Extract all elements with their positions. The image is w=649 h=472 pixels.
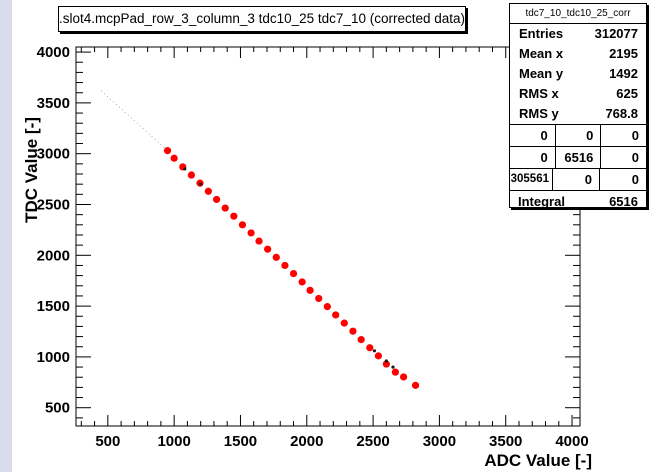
x-tick-label: 3500 bbox=[489, 433, 522, 450]
dense-point bbox=[199, 182, 203, 186]
data-point bbox=[289, 269, 298, 278]
dense-point bbox=[384, 359, 388, 363]
data-point bbox=[374, 352, 382, 360]
x-tick-label: 4000 bbox=[555, 433, 588, 450]
y-tick-label: 4000 bbox=[37, 44, 70, 61]
overflow-cell: 0 bbox=[540, 150, 548, 165]
stats-row: RMS y 768.8 bbox=[510, 104, 646, 124]
faint-trend bbox=[100, 90, 168, 151]
data-point bbox=[264, 245, 272, 253]
stats-row: Mean y 1492 bbox=[510, 64, 646, 84]
overflow-cell: 0 bbox=[600, 147, 646, 168]
faint-trend-line bbox=[100, 90, 168, 151]
overflow-cell: 0 bbox=[540, 128, 548, 143]
data-point bbox=[238, 221, 247, 229]
data-point bbox=[382, 360, 390, 368]
dense-point bbox=[183, 167, 187, 171]
stats-value: 1492 bbox=[609, 66, 638, 81]
y-tick-label: 500 bbox=[45, 400, 70, 417]
stats-value: 768.8 bbox=[605, 106, 638, 121]
data-point bbox=[349, 327, 357, 335]
overflow-cell: 0 bbox=[552, 169, 599, 190]
data-point bbox=[306, 286, 314, 294]
stats-row: RMS x 625 bbox=[510, 84, 646, 104]
data-point bbox=[272, 253, 280, 261]
integral-value: 6516 bbox=[609, 194, 638, 209]
y-tick-label: 2500 bbox=[37, 196, 70, 213]
data-point bbox=[323, 303, 331, 311]
data-point bbox=[400, 373, 408, 381]
x-tick-label: 3000 bbox=[423, 433, 456, 450]
stats-label: RMS x bbox=[519, 86, 559, 101]
x-tick-label: 1500 bbox=[224, 433, 257, 450]
stats-label: Mean x bbox=[519, 46, 564, 61]
data-point bbox=[163, 147, 172, 155]
stats-label: Entries bbox=[519, 26, 564, 41]
x-tick-label: 2500 bbox=[356, 433, 389, 450]
y-tick-label: 3000 bbox=[37, 146, 70, 163]
data-point bbox=[411, 381, 420, 389]
data-point bbox=[170, 154, 178, 162]
data-point bbox=[204, 187, 212, 195]
data-point bbox=[315, 294, 323, 303]
stats-value: 312077 bbox=[594, 26, 638, 41]
plot-frame bbox=[75, 46, 581, 427]
data-point bbox=[340, 319, 348, 327]
y-tick-label: 1000 bbox=[37, 349, 70, 366]
dense-point bbox=[372, 349, 377, 353]
overflow-cell: 0 bbox=[554, 125, 601, 146]
integral-row: Integral 6516 bbox=[510, 191, 646, 213]
data-point bbox=[366, 344, 374, 352]
data-point bbox=[187, 171, 195, 179]
x-tick-label: 1000 bbox=[157, 433, 190, 450]
data-point bbox=[281, 261, 289, 270]
data-point bbox=[230, 212, 238, 220]
tick-labels: 500 1000 1500 2000 2500 3000 3500 4000 500 1000 15… bbox=[37, 44, 589, 450]
data-point bbox=[332, 311, 340, 319]
data-points bbox=[163, 147, 420, 389]
overflow-cell: 305561 bbox=[510, 173, 549, 185]
data-point bbox=[391, 368, 399, 376]
data-point bbox=[221, 204, 229, 212]
y-tick-label: 2000 bbox=[37, 247, 70, 264]
data-point bbox=[298, 278, 306, 286]
dense-point bbox=[391, 365, 395, 369]
data-point bbox=[247, 229, 255, 237]
stats-row: Mean x 2195 bbox=[510, 44, 646, 64]
overflow-cell: 0 bbox=[600, 125, 646, 146]
overflow-row: 305561 0 0 bbox=[510, 169, 646, 191]
stats-value: 2195 bbox=[609, 46, 638, 61]
data-point bbox=[212, 195, 221, 204]
stats-box: tdc7_10_tdc10_25_corr Entries 312077 Mean… bbox=[509, 3, 647, 209]
stats-title: tdc7_10_tdc10_25_corr bbox=[510, 4, 646, 24]
overflow-cell: 0 bbox=[599, 169, 646, 190]
y-axis-title: TDC Value [-] bbox=[22, 117, 41, 223]
data-point bbox=[357, 336, 365, 344]
stats-label: RMS y bbox=[519, 106, 559, 121]
chart-title: .slot4.mcpPad_row_3_column_3 tdc10_25 td… bbox=[58, 6, 466, 32]
canvas-left-strip bbox=[0, 0, 12, 472]
data-point bbox=[255, 237, 263, 245]
x-axis-title: ADC Value [-] bbox=[484, 451, 592, 470]
integral-label: Integral bbox=[518, 194, 565, 209]
stats-label: Mean y bbox=[519, 66, 564, 81]
overflow-cell: 6516 bbox=[554, 147, 601, 168]
stats-value: 625 bbox=[616, 86, 638, 101]
x-tick-label: 500 bbox=[95, 433, 120, 450]
overflow-row: 0 6516 0 bbox=[510, 147, 646, 169]
axis-ticks bbox=[76, 47, 580, 426]
y-tick-label: 1500 bbox=[37, 298, 70, 315]
stats-row: Entries 312077 bbox=[510, 24, 646, 44]
y-tick-label: 3500 bbox=[37, 95, 70, 112]
x-tick-label: 2000 bbox=[290, 433, 323, 450]
